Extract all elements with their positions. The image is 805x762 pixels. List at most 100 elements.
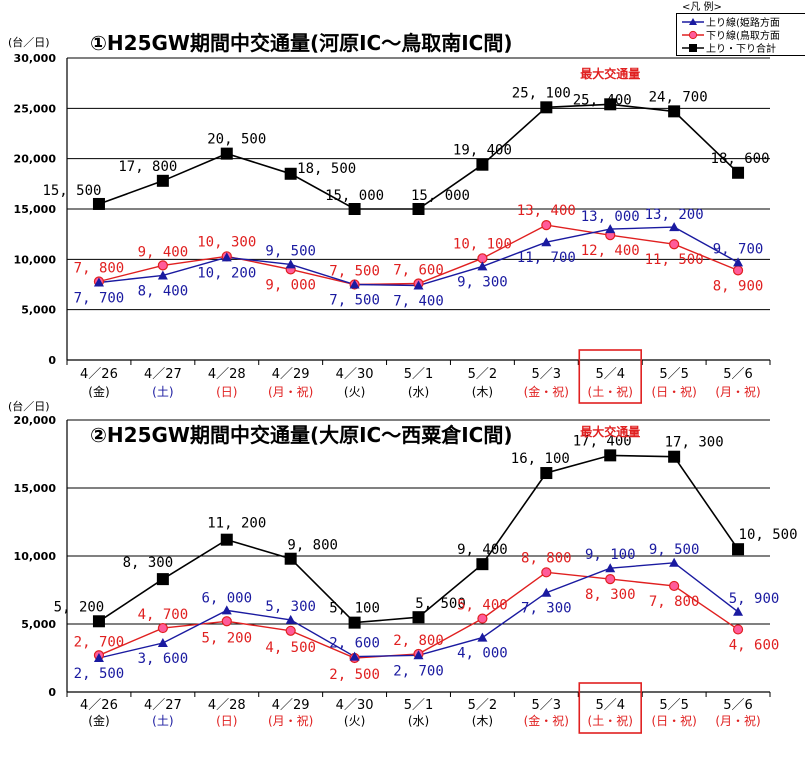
point-total	[156, 573, 169, 586]
x-tick-label-day: (月・祝)	[268, 714, 313, 728]
data-label-total: 10, 500	[739, 527, 798, 543]
point-up	[285, 259, 296, 269]
data-label-down: 4, 600	[729, 637, 780, 653]
data-label-total: 15, 500	[42, 183, 101, 199]
data-label-down: 5, 400	[457, 598, 508, 614]
data-label-up: 8, 400	[138, 283, 189, 299]
legend: <凡 例> 上り線(姫路方面 下り線(鳥取方面 上り・下り合計	[676, 2, 805, 56]
data-label-up: 9, 500	[265, 243, 316, 259]
chart-title: ①H25GW期間中交通量(河原IC～鳥取南IC間)	[90, 31, 513, 55]
x-tick-label-date: 4／30	[336, 367, 374, 382]
point-total	[540, 101, 553, 114]
y-tick-label: 30,000	[14, 52, 57, 65]
x-tick-label-date: 5／5	[659, 367, 689, 382]
point-down	[541, 220, 552, 231]
legend-item-down: 下り線(鳥取方面	[681, 28, 805, 41]
x-tick-label-date: 5／4	[595, 698, 625, 713]
data-label-up: 13, 000	[581, 209, 640, 225]
x-tick-label-day: (土・祝)	[588, 714, 633, 728]
point-up	[477, 261, 488, 271]
data-label-total: 20, 500	[207, 132, 266, 148]
x-tick-label-day: (土)	[152, 714, 173, 728]
point-up	[541, 587, 552, 597]
point-up	[605, 563, 616, 573]
data-label-down: 2, 500	[329, 667, 380, 683]
data-label-total: 25, 100	[512, 85, 571, 101]
y-tick-label: 0	[48, 354, 56, 367]
point-total	[476, 158, 489, 171]
data-label-down: 12, 400	[581, 243, 640, 259]
data-label-total: 11, 200	[207, 516, 266, 532]
point-down	[221, 616, 232, 627]
point-down	[669, 239, 680, 250]
chart-title: ②H25GW期間中交通量(大原IC～西粟倉IC間)	[90, 423, 513, 447]
point-total	[348, 203, 361, 215]
x-tick-label-date: 5／3	[532, 698, 562, 713]
data-label-down: 7, 800	[649, 594, 700, 610]
y-tick-label: 10,000	[14, 253, 57, 266]
data-label-down: 9, 400	[138, 244, 189, 260]
x-tick-label-day: (金・祝)	[524, 713, 569, 728]
data-label-up: 11, 700	[517, 250, 576, 266]
point-down	[285, 625, 296, 636]
data-label-total: 25, 400	[573, 92, 632, 108]
x-tick-label-day: (水)	[408, 385, 429, 399]
point-total	[604, 449, 617, 462]
data-label-total: 16, 100	[511, 451, 570, 467]
point-up	[477, 632, 488, 642]
point-up	[157, 638, 168, 648]
x-tick-label-date: 4／29	[272, 367, 310, 382]
y-tick-label: 15,000	[14, 203, 57, 216]
x-tick-label-date: 4／27	[144, 367, 182, 382]
data-label-up: 9, 500	[649, 542, 700, 558]
point-down	[541, 567, 552, 578]
point-total	[668, 450, 681, 463]
x-tick-label-day: (土・祝)	[588, 385, 633, 399]
data-label-up: 7, 500	[329, 293, 380, 309]
x-tick-label-day: (日)	[216, 385, 237, 399]
x-tick-label-date: 5／4	[595, 367, 625, 382]
data-label-down: 13, 400	[517, 203, 576, 219]
point-up	[733, 257, 744, 267]
data-label-total: 5, 100	[329, 601, 380, 617]
x-tick-label-date: 5／6	[723, 698, 753, 713]
x-tick-label-day: (月・祝)	[715, 385, 760, 399]
legend-label-down: 下り線(鳥取方面	[706, 31, 780, 41]
legend-item-up: 上り線(姫路方面	[681, 15, 805, 28]
point-total	[732, 166, 745, 179]
point-total	[92, 197, 105, 210]
y-tick-label: 20,000	[14, 153, 57, 166]
triangle-marker-icon	[682, 17, 704, 25]
data-label-total: 17, 300	[665, 435, 724, 451]
point-up	[669, 222, 680, 232]
y-tick-label: 5,000	[21, 304, 56, 317]
legend-item-total: 上り・下り合計	[681, 41, 805, 54]
y-axis-unit-label: (台／日)	[8, 399, 50, 413]
data-label-up: 2, 600	[329, 636, 380, 652]
y-tick-label: 10,000	[14, 550, 57, 563]
x-tick-label-date: 5／1	[404, 698, 434, 713]
point-down	[477, 613, 488, 624]
x-tick-label-day: (月・祝)	[268, 385, 313, 399]
data-label-down: 8, 900	[713, 278, 764, 294]
point-down	[157, 260, 168, 271]
point-up	[157, 270, 168, 280]
point-up	[93, 653, 104, 662]
point-up	[349, 651, 360, 661]
x-tick-label-date: 4／26	[80, 367, 118, 382]
x-tick-label-day: (水)	[408, 714, 429, 728]
data-label-down: 8, 800	[521, 550, 572, 566]
data-label-up: 6, 000	[201, 590, 252, 606]
point-up	[733, 606, 744, 616]
data-label-up: 7, 700	[74, 290, 125, 306]
data-label-total: 9, 800	[287, 538, 338, 554]
data-label-up: 9, 100	[585, 547, 636, 563]
point-down	[157, 622, 168, 634]
point-total	[220, 147, 233, 160]
point-up	[349, 279, 360, 289]
x-tick-label-day: (月・祝)	[715, 714, 760, 728]
data-label-down: 4, 500	[265, 640, 316, 656]
data-label-total: 18, 500	[297, 161, 356, 177]
y-tick-label: 5,000	[21, 618, 56, 631]
